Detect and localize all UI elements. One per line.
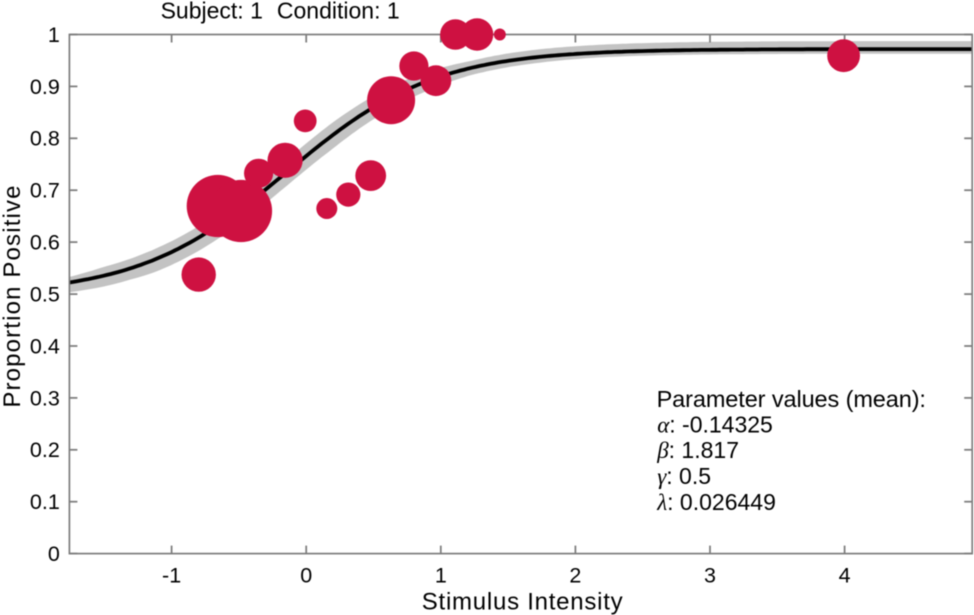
svg-text:α: -0.14325: α: -0.14325 <box>657 411 773 437</box>
svg-text:0.4: 0.4 <box>30 334 60 358</box>
svg-text:3: 3 <box>704 563 716 587</box>
svg-text:0: 0 <box>300 563 312 587</box>
svg-text:0.1: 0.1 <box>30 490 60 514</box>
svg-text:-1: -1 <box>162 563 181 587</box>
svg-text:λ: 0.026449: λ: 0.026449 <box>656 489 776 515</box>
svg-text:0.7: 0.7 <box>30 179 60 203</box>
svg-text:Stimulus Intensity: Stimulus Intensity <box>422 588 624 615</box>
svg-text:0.9: 0.9 <box>30 75 60 99</box>
svg-text:0.2: 0.2 <box>30 438 60 462</box>
svg-text:Subject: 1: Subject: 1 <box>161 0 263 24</box>
svg-text:2: 2 <box>569 563 581 587</box>
svg-text:Condition: 1: Condition: 1 <box>277 0 400 24</box>
svg-text:1: 1 <box>435 563 447 587</box>
svg-text:0: 0 <box>48 542 60 566</box>
svg-text:β: 1.817: β: 1.817 <box>656 437 739 463</box>
svg-text:Parameter values (mean):: Parameter values (mean): <box>657 386 926 412</box>
svg-text:1: 1 <box>48 23 60 47</box>
svg-text:γ: 0.5: γ: 0.5 <box>657 463 711 489</box>
svg-text:4: 4 <box>839 563 851 587</box>
svg-text:0.6: 0.6 <box>30 231 60 255</box>
svg-text:0.3: 0.3 <box>30 386 60 410</box>
svg-text:0.8: 0.8 <box>30 127 60 151</box>
svg-text:0.5: 0.5 <box>30 282 60 306</box>
svg-text:Proportion Positive: Proportion Positive <box>0 184 26 407</box>
